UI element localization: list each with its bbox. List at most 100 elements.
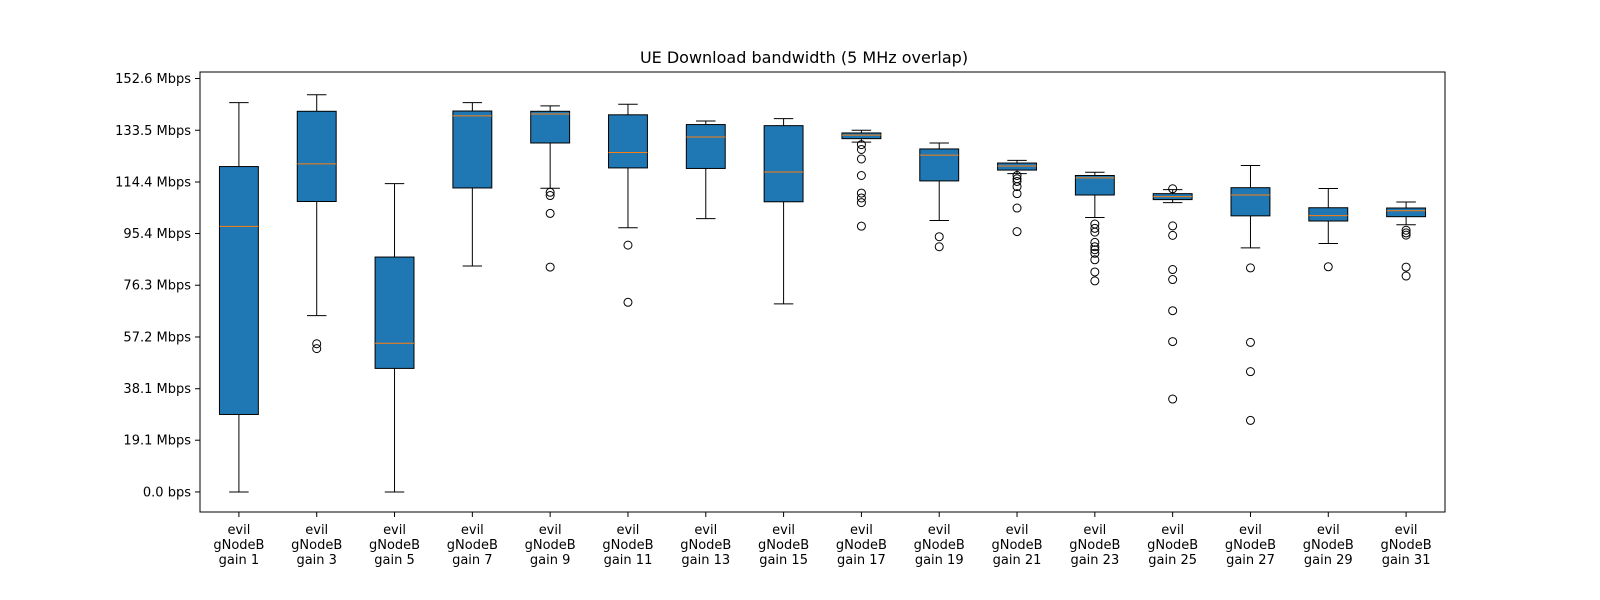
outlier-point <box>856 188 866 198</box>
x-tick-label: evil <box>772 523 795 538</box>
x-tick-label: evil <box>1239 523 1262 538</box>
box-group <box>919 142 960 252</box>
y-axis: 0.0 bps 19.1 Mbps 38.1 Mbps 57.2 Mbps 76.3 M… <box>115 72 200 500</box>
outlier-point <box>1401 271 1411 281</box>
y-tick-label: 19.1 Mbps <box>123 434 191 449</box>
x-tick-label: evil <box>227 523 250 538</box>
x-tick-label: evil <box>1317 523 1340 538</box>
outlier-point <box>312 344 322 354</box>
outlier-point <box>856 140 866 150</box>
y-tick-label: 57.2 Mbps <box>123 330 191 345</box>
outlier-point <box>1168 184 1178 194</box>
iqr-box <box>608 114 648 169</box>
outlier-point <box>1090 237 1100 247</box>
box-group <box>685 120 726 220</box>
outlier-point <box>934 232 944 242</box>
iqr-box <box>685 124 726 169</box>
outlier-point <box>1012 189 1022 199</box>
x-tick-label: gNodeB <box>914 538 965 553</box>
outlier-point <box>1245 415 1255 425</box>
x-tick-label: gNodeB <box>758 538 809 553</box>
y-tick-label: 0.0 bps <box>143 485 191 500</box>
iqr-box <box>919 148 960 182</box>
x-tick-label: evil <box>1083 523 1106 538</box>
box-group <box>374 183 415 493</box>
iqr-box <box>763 125 804 203</box>
outlier-point <box>1401 225 1411 235</box>
outlier-point <box>1168 394 1178 404</box>
outlier-point <box>545 208 555 218</box>
outlier-point <box>1401 228 1411 238</box>
box-group <box>763 118 804 305</box>
x-tick-label: gain 15 <box>759 553 808 568</box>
x-tick-label: gNodeB <box>1303 538 1354 553</box>
outlier-point <box>1168 230 1178 240</box>
outlier-point <box>856 154 866 164</box>
outlier-point <box>1012 176 1022 186</box>
outlier-point <box>856 193 866 203</box>
x-tick-label: gain 3 <box>296 553 336 568</box>
x-tick-label: gNodeB <box>602 538 653 553</box>
y-tick-label: 95.4 Mbps <box>123 227 191 242</box>
box-group <box>452 102 493 267</box>
x-tick-label: evil <box>850 523 873 538</box>
iqr-box <box>1074 174 1115 196</box>
x-tick-label: gNodeB <box>1147 538 1198 553</box>
iqr-box <box>296 110 337 203</box>
x-tick-label: evil <box>1006 523 1029 538</box>
outlier-point <box>1168 337 1178 347</box>
x-tick-label: evil <box>539 523 562 538</box>
iqr-box <box>1230 187 1271 217</box>
iqr-box <box>218 166 259 415</box>
x-tick-label: gain 27 <box>1226 553 1275 568</box>
y-tick-label: 76.3 Mbps <box>123 279 191 294</box>
outlier-point <box>1168 306 1178 316</box>
box-group <box>296 94 337 354</box>
outlier-point <box>1401 230 1411 240</box>
iqr-box <box>1308 207 1349 222</box>
outlier-point <box>1090 276 1100 286</box>
outlier-point <box>856 144 866 154</box>
box-group <box>1152 184 1193 404</box>
outlier-point <box>1245 337 1255 347</box>
outlier-point <box>1012 182 1022 192</box>
outlier-point <box>1168 265 1178 275</box>
outlier-point <box>312 339 322 349</box>
box-group <box>1230 164 1271 425</box>
axes-frame <box>199 71 1446 513</box>
box-group <box>218 102 259 493</box>
outlier-point <box>623 240 633 250</box>
box-group <box>997 159 1037 237</box>
outlier-point <box>1090 248 1100 258</box>
box-group <box>1074 171 1115 286</box>
x-tick-label: gain 25 <box>1148 553 1197 568</box>
outlier-point <box>856 170 866 180</box>
outlier-point <box>856 221 866 231</box>
x-tick-label: gain 7 <box>452 553 492 568</box>
outlier-point <box>545 191 555 201</box>
x-tick-label: evil <box>617 523 640 538</box>
x-tick-label: gNodeB <box>1069 538 1120 553</box>
x-tick-label: gain 21 <box>993 553 1042 568</box>
outlier-point <box>1012 227 1022 237</box>
x-tick-label: gain 29 <box>1304 553 1353 568</box>
x-tick-label: gain 11 <box>604 553 653 568</box>
outlier-point <box>1090 242 1100 252</box>
outlier-point <box>1090 223 1100 233</box>
chart-title: UE Download bandwidth (5 MHz overlap) <box>640 48 968 67</box>
outlier-point <box>1245 367 1255 377</box>
iqr-box <box>997 162 1037 171</box>
outlier-point <box>1168 275 1178 285</box>
box-group <box>1308 188 1349 272</box>
plot-area <box>218 94 1427 493</box>
x-tick-label: gNodeB <box>447 538 498 553</box>
outlier-point <box>1090 255 1100 265</box>
box-group <box>1386 201 1427 281</box>
outlier-point <box>623 297 633 307</box>
x-tick-label: evil <box>928 523 951 538</box>
x-tick-label: evil <box>383 523 406 538</box>
x-tick-label: gain 17 <box>837 553 886 568</box>
x-tick-label: gain 5 <box>374 553 414 568</box>
